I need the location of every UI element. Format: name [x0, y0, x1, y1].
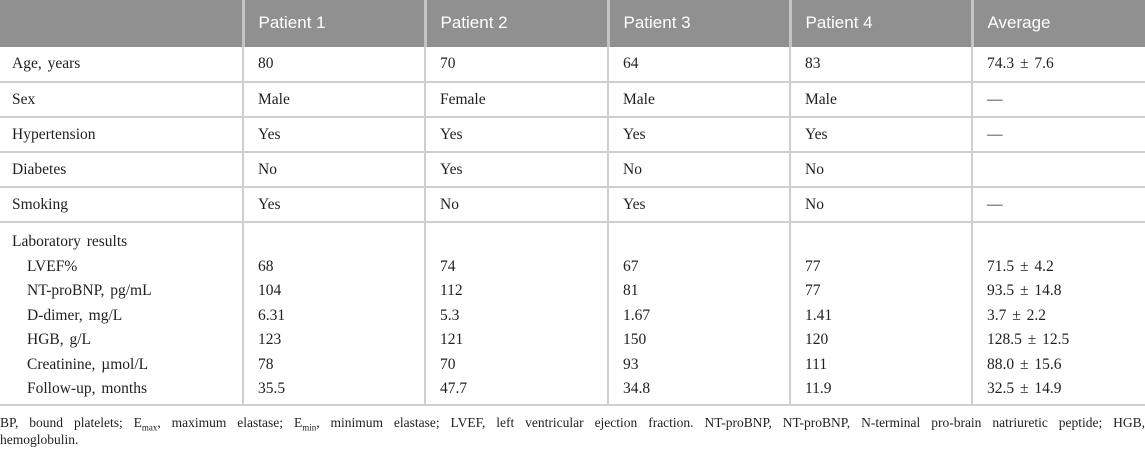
lab-cell-value: 112 — [440, 282, 463, 299]
table-row: Age, years 80 70 64 83 74.3 ± 7.6 — [0, 47, 1145, 83]
cell-value: No — [789, 152, 972, 188]
lab-section-row: Laboratory results LVEF% NT-proBNP, pg/mL D… — [0, 222, 1145, 406]
lab-row-label: LVEF% — [27, 257, 78, 275]
lab-cell-value: 74 — [440, 257, 456, 275]
cell-value: Male — [789, 82, 972, 118]
row-label: Hypertension — [0, 117, 243, 153]
lab-cell-value: 121 — [440, 331, 464, 348]
lab-cell-value: 88.0 ± 15.6 — [987, 355, 1062, 373]
cell-value: No — [789, 187, 972, 223]
column-header-patient-3: Patient 3 — [606, 0, 790, 47]
lab-cell-value: 11.9 — [805, 380, 832, 397]
lab-cell-value: 123 — [258, 331, 282, 348]
footnote-line-1: BP, bound platelets; Emax, maximum elast… — [0, 414, 1145, 433]
lab-cell-value: 1.41 — [805, 306, 833, 324]
table-row: Smoking Yes No Yes No — — [0, 187, 1145, 223]
row-label: Sex — [0, 82, 243, 118]
patient-characteristics-table: Patient 1 Patient 2 Patient 3 Patient 4 … — [0, 0, 1145, 406]
lab-section-title: Laboratory results — [12, 233, 128, 250]
cell-value — [971, 152, 1145, 188]
lab-cell-value: 70 — [440, 355, 456, 373]
cell-value: Yes — [242, 117, 425, 153]
lab-section-labels: Laboratory results LVEF% NT-proBNP, pg/mL D… — [0, 222, 243, 406]
cell-value: Yes — [424, 117, 608, 153]
lab-row-label: NT-proBNP, pg/mL — [27, 282, 152, 299]
column-header-patient-4: Patient 4 — [788, 0, 972, 47]
table-row: Sex Male Female Male Male — — [0, 82, 1145, 118]
lab-cell-value: 93.5 ± 14.8 — [987, 282, 1062, 299]
lab-cell-value: 6.31 — [258, 306, 286, 324]
lab-cell-value: 47.7 — [440, 380, 468, 397]
lab-cell-value: 150 — [623, 331, 647, 348]
lab-section-values: 77 77 1.41 120 111 11.9 — [789, 222, 972, 406]
lab-section-values: 68 104 6.31 123 78 35.5 — [242, 222, 425, 406]
lab-cell-value: 5.3 — [440, 306, 460, 324]
cell-value: No — [242, 152, 425, 188]
cell-value: Yes — [607, 117, 790, 153]
cell-value: Male — [607, 82, 790, 118]
lab-cell-value: 78 — [258, 355, 274, 373]
cell-value: 74.3 ± 7.6 — [971, 47, 1145, 83]
lab-cell-value: 71.5 ± 4.2 — [987, 257, 1054, 275]
lab-section-values: 67 81 1.67 150 93 34.8 — [607, 222, 790, 406]
cell-value: 83 — [789, 47, 972, 83]
lab-cell-value: 93 — [623, 355, 639, 373]
lab-blank-line — [440, 230, 603, 255]
cell-value: 70 — [424, 47, 608, 83]
cell-value: Yes — [242, 187, 425, 223]
row-label: Age, years — [0, 47, 243, 83]
cell-value: Yes — [789, 117, 972, 153]
cell-value: — — [971, 82, 1145, 118]
column-header-patient-1: Patient 1 — [241, 0, 425, 47]
lab-cell-value: 81 — [623, 282, 639, 299]
lab-row-label: HGB, g/L — [27, 331, 91, 348]
cell-value: Yes — [424, 152, 608, 188]
lab-cell-value: 32.5 ± 14.9 — [987, 380, 1062, 397]
row-label: Diabetes — [0, 152, 243, 188]
lab-cell-value: 120 — [805, 331, 829, 348]
lab-cell-value: 77 — [805, 282, 821, 299]
lab-row-label: Creatinine, µmol/L — [27, 355, 149, 373]
column-header-patient-2: Patient 2 — [423, 0, 608, 47]
cell-value: Yes — [607, 187, 790, 223]
cell-value: No — [607, 152, 790, 188]
lab-row-label: D-dimer, mg/L — [27, 306, 123, 324]
lab-row-label: Follow-up, months — [27, 380, 147, 397]
lab-section-values: 71.5 ± 4.2 93.5 ± 14.8 3.7 ± 2.2 128.5 ± 12… — [971, 222, 1145, 406]
table-row: Hypertension Yes Yes Yes Yes — — [0, 117, 1145, 153]
lab-blank-line — [258, 230, 420, 255]
cell-value: Male — [242, 82, 425, 118]
lab-cell-value: 77 — [805, 257, 821, 275]
cell-value: — — [971, 117, 1145, 153]
footnote-subscript: min — [302, 422, 317, 433]
lab-cell-value: 3.7 ± 2.2 — [987, 306, 1047, 324]
column-header-average: Average — [970, 0, 1145, 47]
lab-cell-value: 128.5 ± 12.5 — [987, 331, 1070, 348]
lab-cell-value: 35.5 — [258, 380, 286, 397]
lab-cell-value: 34.8 — [623, 380, 651, 397]
footnote: BP, bound platelets; Emax, maximum elast… — [0, 406, 1145, 449]
table-row: Diabetes No Yes No No — [0, 152, 1145, 188]
lab-blank-line — [623, 230, 785, 255]
row-label: Smoking — [0, 187, 243, 223]
lab-cell-value: 68 — [258, 257, 274, 275]
table-header-row: Patient 1 Patient 2 Patient 3 Patient 4 … — [0, 0, 1145, 47]
lab-cell-value: 1.67 — [623, 306, 651, 324]
cell-value: Female — [424, 82, 608, 118]
cell-value: — — [971, 187, 1145, 223]
column-header-blank — [0, 0, 243, 47]
cell-value: 64 — [607, 47, 790, 83]
footnote-line-2: hemoglobulin. — [0, 432, 79, 447]
lab-blank-line — [805, 230, 967, 255]
lab-cell-value: 111 — [805, 355, 828, 373]
lab-cell-value: 104 — [258, 282, 282, 299]
lab-cell-value: 67 — [623, 257, 639, 275]
cell-value: 80 — [242, 47, 425, 83]
lab-section-values: 74 112 5.3 121 70 47.7 — [424, 222, 608, 406]
cell-value: No — [424, 187, 608, 223]
footnote-subscript: max — [141, 422, 158, 433]
table-body: Age, years 80 70 64 83 74.3 ± 7.6 Sex Male Femal… — [0, 47, 1145, 406]
lab-blank-line — [987, 230, 1141, 255]
